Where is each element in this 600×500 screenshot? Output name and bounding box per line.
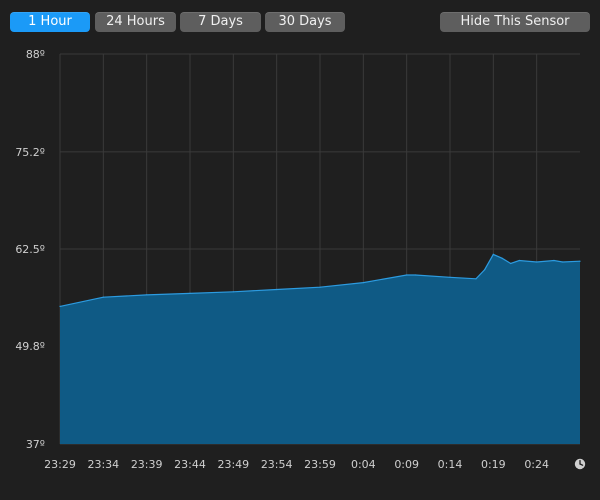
- x-tick-label: 0:14: [438, 458, 463, 471]
- x-tick-label: 23:34: [87, 458, 119, 471]
- temperature-point: [518, 259, 520, 262]
- x-tick-label: 0:24: [524, 458, 549, 471]
- temperature-point: [276, 288, 278, 291]
- temperature-point: [510, 262, 512, 265]
- temperature-point: [406, 274, 408, 276]
- x-tick-label: 23:39: [131, 458, 163, 471]
- x-tick-label: 0:19: [481, 458, 506, 471]
- x-tick-label: 0:04: [351, 458, 376, 471]
- temperature-point: [232, 291, 234, 293]
- temperature-point: [189, 292, 191, 294]
- clock-hand-hour: [579, 463, 584, 466]
- temperature-area: [60, 254, 580, 444]
- temperature-point: [449, 276, 451, 278]
- x-tick-label: 23:44: [174, 458, 206, 471]
- range-30-days-button[interactable]: 30 Days: [265, 12, 345, 32]
- x-tick-label: 23:59: [304, 458, 336, 471]
- x-tick-label: 23:54: [261, 458, 293, 471]
- y-tick-label: 62.5º: [15, 243, 45, 256]
- range-24-hours-button[interactable]: 24 Hours: [95, 12, 176, 32]
- y-axis: 37º 49.8º 62.5º 75.2º 88º: [15, 48, 45, 451]
- y-tick-label: 88º: [26, 48, 45, 61]
- x-axis: 23:29 23:34 23:39 23:44 23:49 23:54 23:59 0:04 0…: [44, 458, 549, 471]
- y-tick-label: 49.8º: [15, 340, 45, 353]
- chart-series: [59, 253, 581, 444]
- y-tick-label: 75.2º: [15, 146, 45, 159]
- temperature-point: [146, 294, 148, 296]
- range-1-hour-button[interactable]: 1 Hour: [10, 12, 90, 32]
- x-tick-label: 23:29: [44, 458, 76, 471]
- temperature-point: [475, 278, 477, 280]
- temperature-point: [414, 274, 416, 276]
- temperature-point: [59, 305, 61, 307]
- temperature-point: [536, 261, 538, 263]
- range-7-days-button[interactable]: 7 Days: [180, 12, 261, 32]
- temperature-point: [562, 261, 564, 263]
- temperature-point: [484, 269, 486, 271]
- temperature-point: [102, 296, 104, 298]
- x-tick-label: 23:49: [217, 458, 249, 471]
- hide-sensor-button[interactable]: Hide This Sensor: [440, 12, 590, 32]
- temperature-point: [501, 257, 503, 259]
- temperature-point: [362, 282, 364, 284]
- temperature-point: [319, 286, 321, 288]
- temperature-point: [492, 253, 494, 255]
- temperature-chart: 37º 49.8º 62.5º 75.2º 88º 23:29 23:34 23:39 23:…: [0, 44, 600, 500]
- clock-icon[interactable]: [574, 458, 586, 470]
- toolbar: 1 Hour 24 Hours 7 Days 30 Days Hide This…: [0, 0, 600, 44]
- temperature-point: [553, 259, 555, 262]
- y-tick-label: 37º: [26, 438, 45, 451]
- temperature-point: [579, 260, 581, 262]
- x-tick-label: 0:09: [394, 458, 419, 471]
